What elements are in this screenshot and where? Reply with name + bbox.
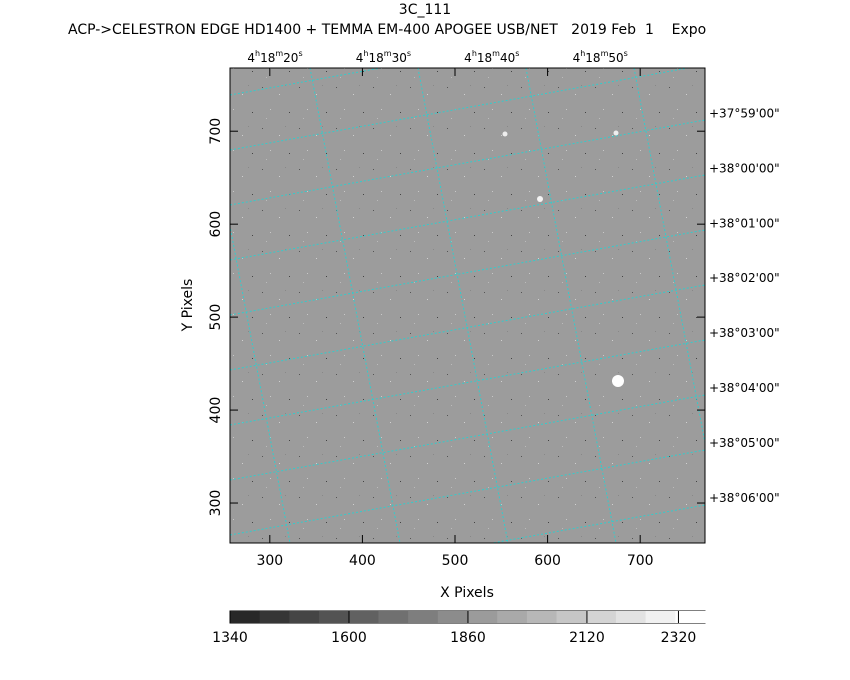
ra-label-part: s [515, 49, 519, 58]
colorbar-swatch [467, 611, 498, 623]
colorbar-swatch [319, 611, 350, 623]
dec-label: +38°01'00" [709, 216, 780, 230]
ra-label-part: 18 [260, 51, 275, 65]
colorbar-swatch [645, 611, 676, 623]
colorbar-swatch [497, 611, 528, 623]
ra-label-part: 4 [464, 51, 472, 65]
ra-label: 4h18m30s [356, 49, 411, 65]
colorbar-swatch [408, 611, 439, 623]
ra-label-part: h [580, 49, 585, 58]
y-tick-label: 500 [208, 304, 224, 331]
colorbar-tick-label: 1340 [212, 630, 248, 646]
grid-dec [230, 174, 705, 261]
ra-label-part: 4 [573, 51, 581, 65]
ra-label: 4h18m20s [247, 49, 302, 65]
coordinate-grid [230, 68, 705, 543]
grid-ra [309, 68, 401, 543]
grid-dec [230, 119, 705, 206]
grid-dec [230, 68, 692, 151]
dec-label: +38°03'00" [709, 326, 780, 340]
ra-label-part: s [407, 49, 411, 58]
x-tick-label: 700 [627, 553, 654, 569]
chart-subtitle: ACP->CELESTRON EDGE HD1400 + TEMMA EM-40… [68, 22, 706, 38]
colorbar-swatch [348, 611, 379, 623]
ra-label-part: h [255, 49, 260, 58]
ra-label-part: 4 [356, 51, 364, 65]
chart-title: 3C_111 [399, 2, 451, 18]
x-axis-label: X Pixels [440, 585, 494, 601]
dec-label: +38°05'00" [709, 436, 780, 450]
ra-label: 4h18m40s [464, 49, 519, 65]
dec-label: +38°02'00" [709, 271, 780, 285]
star [612, 375, 624, 387]
star [537, 196, 543, 202]
x-tick-label: 500 [442, 553, 469, 569]
colorbar-swatch [378, 611, 409, 623]
ra-label-part: 40 [500, 51, 515, 65]
colorbar-swatch [675, 611, 706, 623]
colorbar-swatch [437, 611, 468, 623]
colorbar-tick-label: 1860 [450, 630, 486, 646]
ra-label-part: m [384, 49, 392, 58]
ra-label-part: 18 [368, 51, 383, 65]
colorbar-swatch [615, 611, 647, 623]
grid-ra [633, 68, 705, 446]
grid-dec [230, 229, 705, 316]
x-tick-label: 300 [256, 553, 283, 569]
grid-ra [525, 68, 617, 543]
x-tick-label: 600 [534, 553, 561, 569]
ra-label-part: 4 [247, 51, 255, 65]
star [502, 131, 508, 137]
y-axis-label: Y Pixels [180, 279, 196, 333]
ra-label-part: s [624, 49, 628, 58]
grid-dec [230, 339, 705, 426]
plot-frame [229, 67, 706, 544]
ra-label-part: s [298, 49, 302, 58]
grid-ra [230, 223, 291, 543]
colorbar-tick-label: 1600 [331, 630, 367, 646]
colorbar-swatch [259, 611, 290, 623]
y-tick-label: 400 [208, 397, 224, 424]
grid-ra [417, 68, 509, 543]
ra-label-part: m [275, 49, 283, 58]
ra-label-part: h [472, 49, 477, 58]
ra-label: 4h18m50s [573, 49, 628, 65]
ra-label-part: m [492, 49, 500, 58]
ra-label-part: h [363, 49, 368, 58]
colorbar-swatch [289, 611, 320, 623]
colorbar-tick-label: 2120 [569, 630, 605, 646]
ra-label-part: m [601, 49, 609, 58]
sky-image [230, 68, 705, 543]
grid-dec [230, 449, 705, 536]
y-tick-label: 300 [208, 490, 224, 517]
y-tick-label: 700 [208, 118, 224, 145]
y-tick-label: 600 [208, 211, 224, 238]
ra-label-part: 18 [585, 51, 600, 65]
ra-label-part: 30 [392, 51, 407, 65]
grid-dec [230, 394, 705, 481]
colorbar-swatch [586, 611, 617, 623]
ra-label-part: 18 [477, 51, 492, 65]
ra-label-part: 20 [283, 51, 298, 65]
x-tick-label: 400 [349, 553, 376, 569]
dec-label: +38°04'00" [709, 381, 780, 395]
colorbar-swatch [526, 611, 558, 623]
colorbar-swatch [230, 611, 261, 623]
star [613, 130, 619, 136]
colorbar-swatch [556, 611, 587, 623]
dec-label: +38°06'00" [709, 491, 780, 505]
ra-label-part: 50 [608, 51, 623, 65]
colorbar-tick-label: 2320 [661, 630, 697, 646]
dec-label: +38°00'00" [709, 161, 780, 175]
dec-label: +37°59'00" [709, 107, 780, 121]
grid-dec [230, 68, 384, 96]
